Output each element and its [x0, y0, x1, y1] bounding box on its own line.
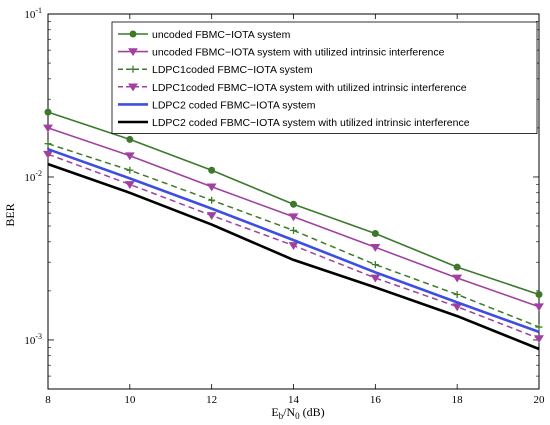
series-point [453, 291, 461, 299]
series-point [208, 196, 216, 204]
series-point [44, 140, 52, 148]
series-point [288, 213, 299, 222]
series-line [47, 147, 540, 334]
series-2 [43, 124, 544, 312]
x-tick-label: 20 [534, 394, 546, 406]
series-1 [44, 108, 543, 299]
legend-label: LDPC1coded FBMC−IOTA system [152, 64, 313, 76]
series-point [288, 242, 299, 250]
series-point [290, 200, 297, 208]
series-point [535, 323, 543, 331]
series-5 [47, 147, 540, 334]
legend-label: LDPC2 coded FBMC−IOTA system [152, 99, 316, 111]
y-tick-label: 10-1 [24, 6, 42, 21]
y-tick-label: 10-2 [24, 169, 42, 184]
series-point [124, 181, 135, 189]
series-point [535, 291, 543, 299]
legend-swatch-marker [129, 30, 137, 38]
series-point [124, 152, 135, 161]
x-tick-label: 14 [288, 394, 300, 406]
legend-label: LDPC1coded FBMC−IOTA system with utilize… [152, 82, 467, 94]
axis-ticks: 8 10 12 14 16 18 20 10-3 10-2 10-1 [24, 6, 545, 406]
legend-swatch-marker [128, 48, 138, 57]
series-point [534, 335, 544, 344]
x-axis-label-sub1: b [279, 411, 284, 421]
x-axis-label-unit: (dB) [300, 405, 325, 419]
x-tick-label: 16 [370, 394, 382, 406]
series-point [44, 108, 52, 116]
x-axis-label-mid: /N [283, 405, 295, 419]
series-6 [47, 162, 540, 351]
x-axis-label-main: E [271, 405, 278, 419]
series-layer [43, 108, 544, 351]
series-point [206, 212, 217, 221]
series-point [126, 135, 134, 143]
legend-box [111, 21, 538, 134]
x-tick-label: 12 [206, 394, 217, 406]
series-point [290, 226, 297, 234]
x-tick-label: 10 [124, 394, 136, 406]
legend-label: uncoded FBMC−IOTA system with utilized i… [152, 47, 445, 59]
series-point [208, 166, 216, 174]
series-point [452, 274, 463, 283]
x-axis-label: Eb/N0 (dB) [271, 405, 324, 421]
series-point [453, 263, 461, 271]
y-axis-label: BER [3, 203, 17, 226]
series-point [371, 261, 379, 269]
legend-swatch-marker [129, 65, 137, 73]
series-point [534, 303, 544, 312]
series-point [43, 124, 53, 133]
legend: uncoded FBMC−IOTA system uncoded FBMC−IOT… [111, 21, 538, 134]
legend-label: LDPC2 coded FBMC−IOTA system with utiliz… [152, 117, 470, 129]
x-tick-label: 8 [45, 394, 51, 406]
series-point [206, 183, 217, 192]
x-tick-label: 18 [452, 394, 464, 406]
y-tick-label: 10-3 [24, 332, 42, 347]
x-axis-label-sub2: 0 [295, 411, 300, 421]
series-point [370, 244, 381, 252]
series-point [371, 229, 379, 237]
series-point [370, 274, 381, 283]
legend-swatch-marker [128, 83, 138, 92]
series-3 [44, 140, 543, 331]
series-point [126, 166, 134, 174]
series-line [47, 162, 540, 351]
legend-label: uncoded FBMC−IOTA system [152, 29, 291, 41]
series-point [43, 150, 53, 159]
